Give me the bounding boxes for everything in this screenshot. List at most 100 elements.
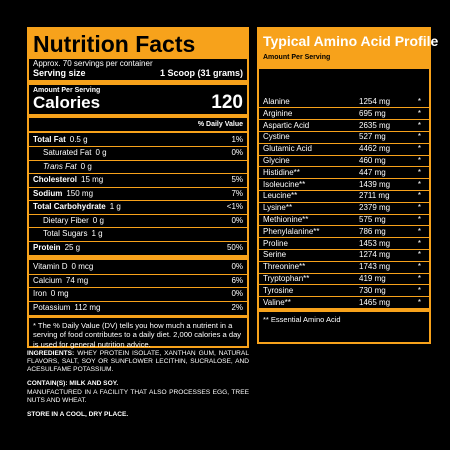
amino-mark: * — [417, 191, 421, 201]
divider — [29, 29, 247, 59]
amino-name: Glycine — [263, 156, 290, 165]
divider — [259, 225, 429, 227]
divider — [259, 178, 429, 180]
divider — [29, 240, 247, 242]
amino-name: Phenylalanine** — [263, 226, 320, 236]
nutrient-amount: 0 g — [80, 161, 92, 171]
divider — [259, 189, 429, 191]
amino-mark: * — [417, 108, 421, 118]
divider — [29, 159, 247, 161]
amino-name: Cystine — [263, 132, 290, 142]
nutrient-name: Trans Fat — [43, 161, 77, 171]
vitamin-name: Iron — [33, 289, 47, 298]
divider — [259, 284, 429, 286]
vitamin-amount: 74 mg — [65, 275, 89, 285]
amino-mark: * — [417, 250, 421, 260]
amino-amount: 1465 mg — [359, 297, 391, 307]
amino-mark: * — [417, 167, 421, 177]
amino-amount: 2379 mg — [359, 203, 391, 213]
vitamin-amount: 0 mcg — [71, 262, 94, 271]
amino-name: Serine — [263, 250, 287, 260]
amino-amount: 2711 mg — [359, 191, 390, 201]
servings: Approx. 70 servings per container — [33, 59, 153, 68]
divider — [29, 146, 247, 147]
nutrient-dv: 1% — [231, 134, 243, 144]
amino-acid-panel: Typical Amino Acid Profile Amount Per Ser… — [257, 27, 438, 344]
calories-value: 120 — [211, 92, 243, 113]
amino-amount: 460 mg — [359, 156, 386, 165]
ingredients: INGREDIENTS: WHEY PROTEIN ISOLATE, XANTH… — [27, 350, 249, 374]
amount-per-serving: Amount Per Serving — [33, 87, 101, 94]
nutrient-amount: 0 g — [92, 215, 104, 225]
amino-mark: * — [417, 285, 421, 295]
nutrient-name: Cholesterol — [33, 175, 78, 184]
divider — [29, 186, 247, 188]
allergens: CONTAIN(S): MILK AND SOY. — [27, 380, 119, 387]
footnote: ** Essential Amino Acid — [263, 315, 341, 325]
amino-name: Arginine — [263, 108, 293, 118]
nutrient-name: Protein — [33, 242, 61, 252]
nutrient-name: Saturated Fat — [43, 148, 92, 157]
amino-mark: * — [417, 297, 421, 307]
storage: STORE IN A COOL, DRY PLACE. — [27, 411, 129, 418]
panel-title: Nutrition Facts — [33, 31, 196, 57]
divider — [259, 154, 429, 156]
amino-amount: 695 mg — [359, 108, 386, 118]
amino-mark: * — [417, 156, 421, 165]
subtitle: Amount Per Serving — [263, 54, 331, 61]
amino-mark: * — [417, 203, 421, 213]
ingredients-label: INGREDIENTS: — [27, 350, 75, 357]
amino-amount: 786 mg — [359, 226, 386, 236]
amino-amount: 2635 mg — [359, 120, 391, 130]
vitamin-amount: 0 mg — [50, 289, 69, 298]
divider — [259, 130, 429, 132]
amino-amount: 730 mg — [359, 285, 386, 295]
amino-mark: * — [417, 226, 421, 236]
calories-label: Calories — [33, 93, 101, 112]
serving-size-label: Serving size — [33, 68, 86, 78]
amino-mark: * — [417, 120, 421, 130]
nutrient-amount: 150 mg — [66, 188, 94, 198]
divider — [29, 227, 247, 228]
manufacturing: MANUFACTURED IN A FACILITY THAT ALSO PRO… — [27, 389, 249, 404]
divider — [259, 248, 429, 250]
nutrient-amount: 1 g — [109, 202, 121, 211]
nutrient-dv: 50% — [226, 242, 243, 252]
nutrient-name: Dietary Fiber — [43, 215, 89, 225]
amino-name: Proline — [263, 238, 288, 248]
amino-amount: 1439 mg — [359, 179, 391, 189]
amino-amount: 1453 mg — [359, 238, 391, 248]
divider — [259, 166, 429, 168]
divider — [259, 29, 429, 69]
nutrient-name: Total Sugars — [43, 229, 88, 238]
vitamin-dv: 0% — [231, 262, 243, 271]
amino-mark: * — [417, 262, 421, 272]
nutrient-amount: 0.5 g — [69, 134, 88, 144]
divider — [29, 114, 247, 118]
divider — [259, 296, 429, 298]
amino-name: Methionine** — [263, 215, 309, 224]
amino-amount: 1254 mg — [359, 97, 391, 106]
vitamin-dv: 0% — [231, 289, 243, 298]
divider — [29, 287, 247, 288]
nutrient-dv: 5% — [231, 175, 243, 184]
ingredients-block: INGREDIENTS: WHEY PROTEIN ISOLATE, XANTH… — [27, 350, 249, 425]
amino-amount: 4462 mg — [359, 144, 391, 154]
vitamin-name: Potassium — [33, 302, 71, 312]
amino-name: Lysine** — [263, 203, 293, 213]
divider — [259, 119, 429, 121]
amino-amount: 447 mg — [359, 167, 386, 177]
amino-mark: * — [417, 97, 421, 106]
nutrient-name: Total Carbohydrate — [33, 202, 106, 211]
ingredients-text: WHEY PROTEIN ISOLATE, XANTHAN GUM, NATUR… — [27, 350, 249, 373]
amino-mark: * — [417, 144, 421, 154]
divider — [259, 213, 429, 215]
footnote: * The % Daily Value (DV) tells you how m… — [33, 320, 242, 349]
divider — [259, 308, 429, 312]
amino-amount: 527 mg — [359, 132, 386, 142]
amino-name: Isoleucine** — [263, 179, 306, 189]
nutrient-amount: 15 mg — [81, 175, 104, 184]
nutrient-name: Total Fat — [33, 134, 66, 144]
nutrient-dv: 0% — [231, 215, 243, 225]
